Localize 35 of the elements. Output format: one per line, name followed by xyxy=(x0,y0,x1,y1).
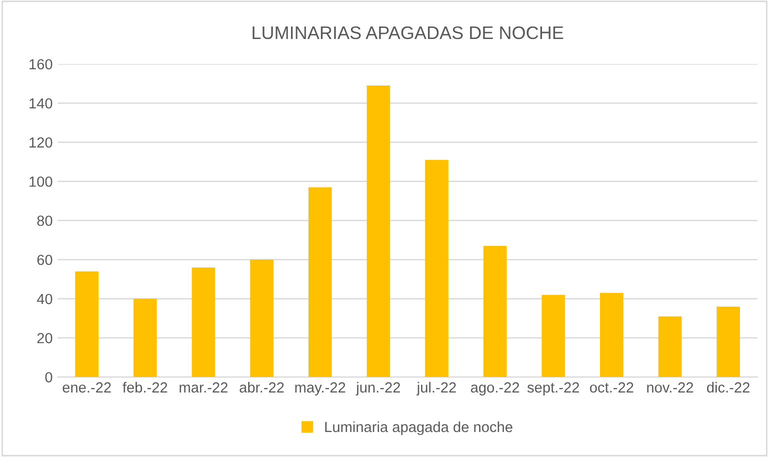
bar xyxy=(192,267,216,378)
x-tick-label: jul.-22 xyxy=(416,382,456,396)
bar xyxy=(75,271,98,378)
y-tick-label: 20 xyxy=(37,332,52,344)
chart-title: LUMINARIAS APAGADAS DE NOCHE xyxy=(252,26,564,40)
y-tick-label: 40 xyxy=(36,294,52,304)
y-tick-label: 120 xyxy=(30,137,52,148)
x-tick-label: ago.-22 xyxy=(470,382,520,396)
y-tick-label: 60 xyxy=(37,254,52,266)
bar xyxy=(308,187,332,378)
y-tick-label: 80 xyxy=(37,216,52,226)
bar xyxy=(716,306,740,378)
bar xyxy=(600,292,624,378)
x-tick-label: ene.-22 xyxy=(62,382,111,393)
bar xyxy=(250,260,274,378)
bar xyxy=(366,86,390,378)
y-tick-label: 160 xyxy=(30,59,52,70)
bar xyxy=(425,160,448,378)
x-tick-label: oct.-22 xyxy=(590,382,634,393)
bar xyxy=(542,294,566,378)
y-tick-label: 140 xyxy=(30,98,52,109)
bar xyxy=(483,246,507,378)
x-tick-label: dic.-22 xyxy=(707,382,750,393)
x-tick-label: abr.-22 xyxy=(240,382,284,393)
bar xyxy=(658,316,682,378)
x-tick-label: may.-22 xyxy=(295,382,346,396)
x-tick-label: feb.-22 xyxy=(122,382,168,393)
bar xyxy=(133,298,157,378)
y-tick-label: 0 xyxy=(45,372,52,382)
x-tick-label: nov.-22 xyxy=(647,382,694,393)
x-tick-label: sept.-22 xyxy=(527,382,579,396)
legend-label: Luminaria apagada de noche xyxy=(325,421,512,436)
x-tick-label: jun.-22 xyxy=(356,382,400,396)
x-tick-label: mar.-22 xyxy=(180,382,228,393)
y-tick-label: 100 xyxy=(30,176,52,187)
